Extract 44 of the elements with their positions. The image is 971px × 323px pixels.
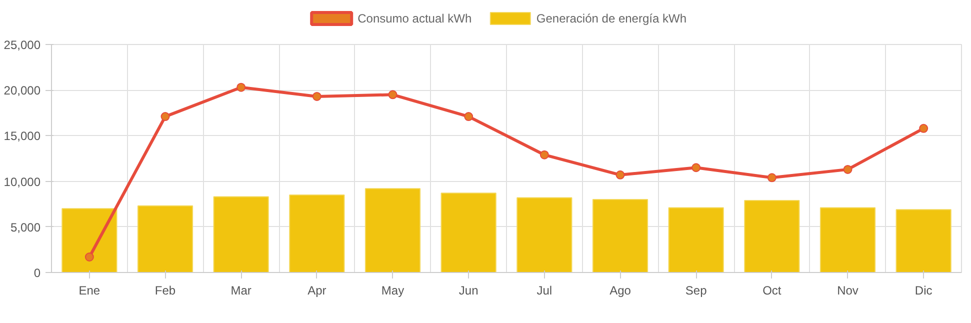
- bar: [62, 208, 118, 272]
- x-tick-label: Dic: [914, 284, 932, 298]
- point: [84, 252, 94, 262]
- point: [236, 82, 246, 92]
- bar: [516, 197, 572, 272]
- x-tick-label: Mar: [230, 284, 252, 298]
- point: [540, 150, 549, 160]
- y-tick-label: 20,000: [4, 84, 41, 98]
- x-tick-label: Ago: [610, 284, 632, 298]
- bar: [137, 205, 194, 272]
- point: [843, 164, 852, 174]
- y-tick-label: 10,000: [4, 174, 41, 189]
- point: [464, 112, 474, 122]
- legend-label: Generación de energía kWh: [536, 12, 686, 26]
- x-tick-label: Oct: [762, 284, 782, 298]
- bar: [820, 207, 876, 272]
- x-tick-label: Ene: [78, 284, 100, 298]
- y-tick-label: 0: [34, 266, 41, 280]
- bar: [213, 196, 269, 272]
- bar: [289, 194, 345, 272]
- point: [312, 92, 322, 101]
- x-tick-label: Jul: [536, 284, 552, 298]
- bar: [592, 199, 648, 272]
- bar: [364, 188, 421, 272]
- point: [767, 173, 776, 182]
- point: [616, 170, 625, 180]
- x-tick-label: Nov: [837, 284, 858, 298]
- x-tick-label: Sep: [685, 284, 708, 298]
- bar: [896, 209, 952, 272]
- bar: [744, 200, 800, 272]
- legend-label: Consumo actual kWh: [358, 12, 472, 26]
- x-tick-label: Apr: [308, 284, 326, 298]
- x-tick-label: Jun: [458, 284, 478, 298]
- y-tick-label: 25,000: [4, 38, 41, 52]
- point: [919, 124, 928, 133]
- x-tick-label: May: [381, 284, 404, 298]
- y-tick-label: 5,000: [10, 220, 41, 234]
- point: [692, 163, 701, 172]
- point: [388, 90, 398, 100]
- y-tick-label: 15,000: [4, 129, 41, 144]
- bar: [440, 192, 496, 272]
- x-tick-label: Feb: [154, 284, 176, 298]
- bar: [668, 207, 724, 272]
- point: [160, 112, 170, 122]
